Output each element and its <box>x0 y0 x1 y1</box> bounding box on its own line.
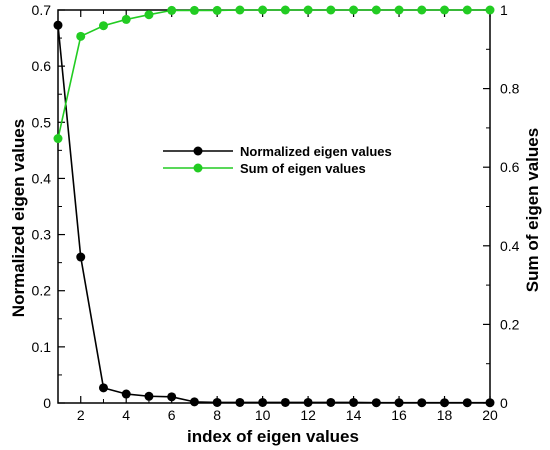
data-point <box>394 5 404 15</box>
legend-marker <box>193 146 203 156</box>
data-point <box>258 397 268 407</box>
data-point <box>417 398 427 408</box>
series-line <box>57 25 490 404</box>
data-point <box>212 397 222 407</box>
x-tick-label: 8 <box>213 407 221 423</box>
data-point <box>235 397 245 407</box>
x-tick-label: 20 <box>482 407 498 423</box>
data-point <box>98 21 108 31</box>
x-tick-label: 18 <box>437 407 453 423</box>
data-point <box>121 14 131 24</box>
data-point <box>440 5 450 15</box>
x-tick-label: 14 <box>346 407 362 423</box>
y-left-tick-label: 0.1 <box>32 339 52 355</box>
data-point <box>167 392 177 402</box>
legend: Normalized eigen values Sum of eigen valu… <box>163 144 392 176</box>
data-point <box>144 391 154 401</box>
y-left-tick-label: 0.4 <box>32 170 52 186</box>
x-tick-label: 10 <box>255 407 271 423</box>
x-tick-label: 6 <box>168 407 176 423</box>
x-tick-label: 4 <box>122 407 130 423</box>
y-right-tick-label: 0.6 <box>500 159 520 175</box>
legend-label: Sum of eigen values <box>240 161 366 176</box>
y-right-tick-label: 0.4 <box>500 238 520 254</box>
y-left-tick-label: 0.6 <box>32 58 52 74</box>
y-left-tick-label: 0.2 <box>32 283 52 299</box>
legend-label: Normalized eigen values <box>240 144 392 159</box>
data-point <box>440 398 450 408</box>
data-point <box>53 134 63 144</box>
data-point <box>485 398 495 408</box>
plot-frame <box>57 9 491 404</box>
data-point <box>462 5 472 15</box>
data-point <box>326 5 336 15</box>
data-point <box>280 5 290 15</box>
y-right-tick-label: 0.2 <box>500 316 520 332</box>
data-point <box>144 10 154 20</box>
data-point <box>189 5 199 15</box>
data-point <box>349 397 359 407</box>
data-point <box>462 398 472 408</box>
data-point <box>417 5 427 15</box>
y-left-tick-label: 0 <box>43 395 51 411</box>
data-point <box>326 397 336 407</box>
y-left-tick-label: 0.3 <box>32 227 52 243</box>
data-point <box>189 397 199 407</box>
x-tick-label: 2 <box>77 407 85 423</box>
series-line <box>57 9 490 139</box>
x-tick-label: 12 <box>300 407 316 423</box>
data-point <box>98 383 108 393</box>
data-point <box>53 20 63 30</box>
data-point <box>371 5 381 15</box>
data-point <box>349 5 359 15</box>
y-right-tick-label: 1 <box>500 2 508 18</box>
y-axis-right-title: Sum of eigen values <box>523 128 542 292</box>
y-right-tick-label: 0 <box>500 395 508 411</box>
y-left-tick-label: 0.5 <box>32 114 52 130</box>
x-tick-label: 16 <box>391 407 407 423</box>
axes: 2 4 6 8 10 12 14 16 18 2000.10.20.30.40.50.60.700… <box>32 2 520 423</box>
data-point <box>76 31 86 41</box>
data-point <box>371 398 381 408</box>
series-2 <box>53 5 495 144</box>
x-axis-title: index of eigen values <box>187 427 359 446</box>
legend-marker <box>193 163 203 173</box>
data-point <box>485 5 495 15</box>
data-point <box>212 5 222 15</box>
series-1 <box>53 20 495 408</box>
data-point <box>394 398 404 408</box>
data-point <box>258 5 268 15</box>
series-layer <box>53 5 495 408</box>
data-point <box>303 5 313 15</box>
data-point <box>280 397 290 407</box>
data-point <box>76 252 86 262</box>
y-axis-left-title: Normalized eigen values <box>9 119 28 317</box>
y-left-tick-label: 0.7 <box>32 2 52 18</box>
data-point <box>303 397 313 407</box>
data-point <box>121 389 131 399</box>
data-point <box>167 5 177 15</box>
y-right-tick-label: 0.8 <box>500 81 520 97</box>
data-point <box>235 5 245 15</box>
